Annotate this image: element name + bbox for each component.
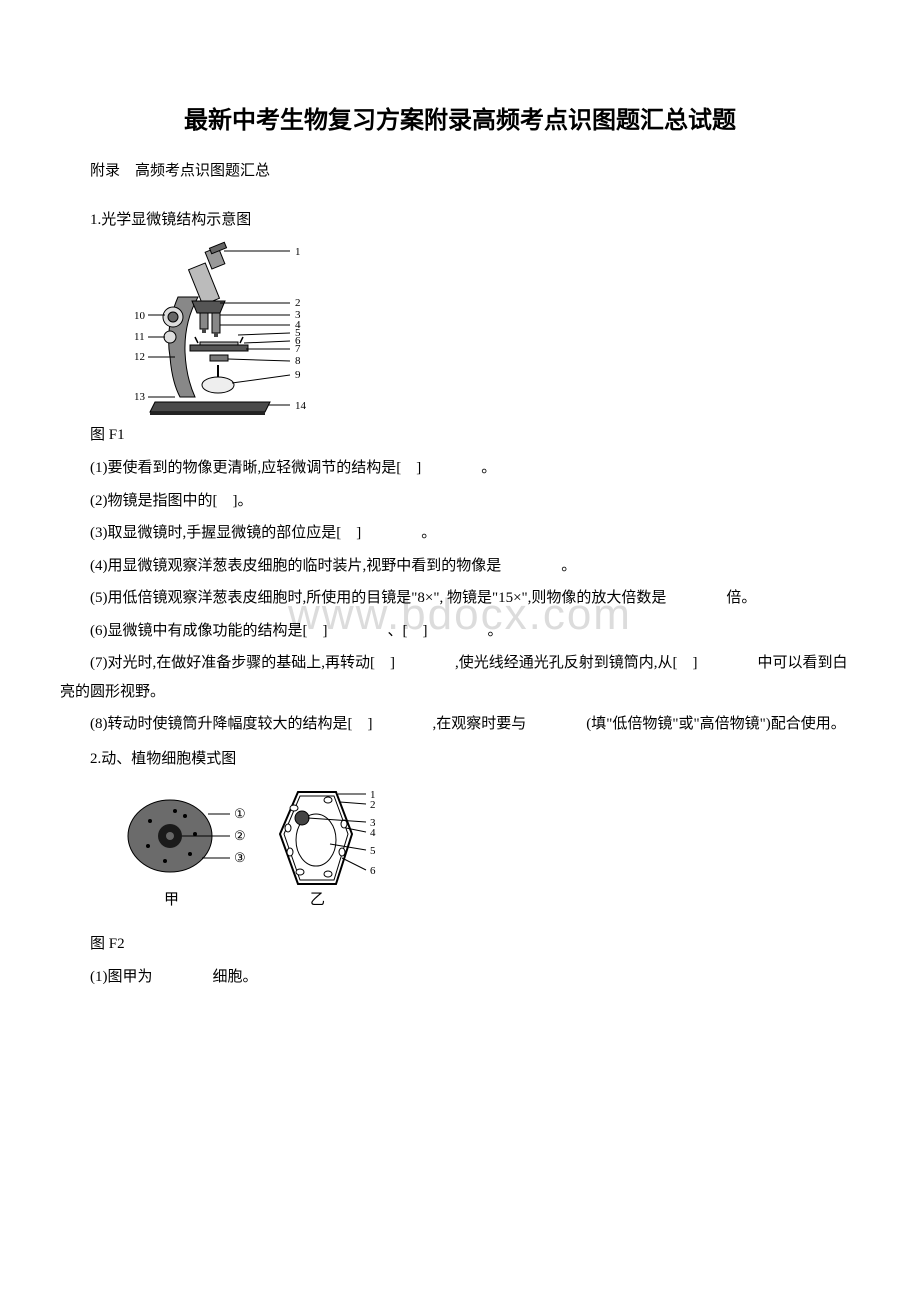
s1-q7: (7)对光时,在做好准备步骤的基础上,再转动[ ] ,使光线经通光孔反射到镜筒内…	[60, 649, 860, 706]
yi-marker-5: 5	[370, 845, 376, 857]
jia-marker-1: ①	[234, 806, 246, 821]
figure2-caption: 图 F2	[60, 932, 860, 953]
jia-marker-2: ②	[234, 828, 246, 843]
s1-q5: (5)用低倍镜观察洋葱表皮细胞时,所使用的目镜是"8×", 物镜是"15×",则…	[60, 584, 860, 613]
figure-1-microscope: 1 2 3 4 5 6 7 8 9 14 10 11 12	[120, 237, 860, 417]
label-8: 8	[295, 355, 301, 367]
s1-q4: (4)用显微镜观察洋葱表皮细胞的临时装片,视野中看到的物像是 。	[60, 552, 860, 581]
s1-q6: (6)显微镜中有成像功能的结构是[ ] 、[ ] 。	[60, 617, 860, 646]
yi-marker-6: 6	[370, 865, 376, 877]
yi-label: 乙	[310, 892, 325, 908]
s1-q1: (1)要使看到的物像更清晰,应轻微调节的结构是[ ] 。	[60, 454, 860, 483]
label-10: 10	[134, 310, 146, 322]
label-2: 2	[295, 297, 301, 309]
figure-2-cells: ① ② ③ 甲	[120, 776, 860, 926]
label-9: 9	[295, 369, 301, 381]
s1-q8: (8)转动时使镜筒升降幅度较大的结构是[ ] ,在观察时要与 (填"低倍物镜"或…	[60, 710, 860, 739]
section2-heading: 2.动、植物细胞模式图	[60, 747, 860, 768]
page-title: 最新中考生物复习方案附录高频考点识图题汇总试题	[60, 100, 860, 135]
jia-marker-3: ③	[234, 850, 246, 865]
label-11: 11	[134, 331, 145, 343]
s2-q1: (1)图甲为 细胞。	[60, 963, 860, 992]
jia-label: 甲	[164, 892, 179, 908]
yi-marker-2: 2	[370, 799, 376, 811]
s1-q2: (2)物镜是指图中的[ ]。	[60, 487, 860, 516]
label-14: 14	[295, 400, 307, 412]
label-13: 13	[134, 391, 146, 403]
figure1-caption: 图 F1	[60, 423, 860, 444]
label-7: 7	[295, 343, 301, 355]
subtitle: 附录 高频考点识图题汇总	[60, 159, 860, 180]
label-1: 1	[295, 246, 301, 258]
s1-q3: (3)取显微镜时,手握显微镜的部位应是[ ] 。	[60, 519, 860, 548]
label-12: 12	[134, 351, 145, 363]
yi-marker-4: 4	[370, 827, 376, 839]
section1-heading: 1.光学显微镜结构示意图	[60, 208, 860, 229]
